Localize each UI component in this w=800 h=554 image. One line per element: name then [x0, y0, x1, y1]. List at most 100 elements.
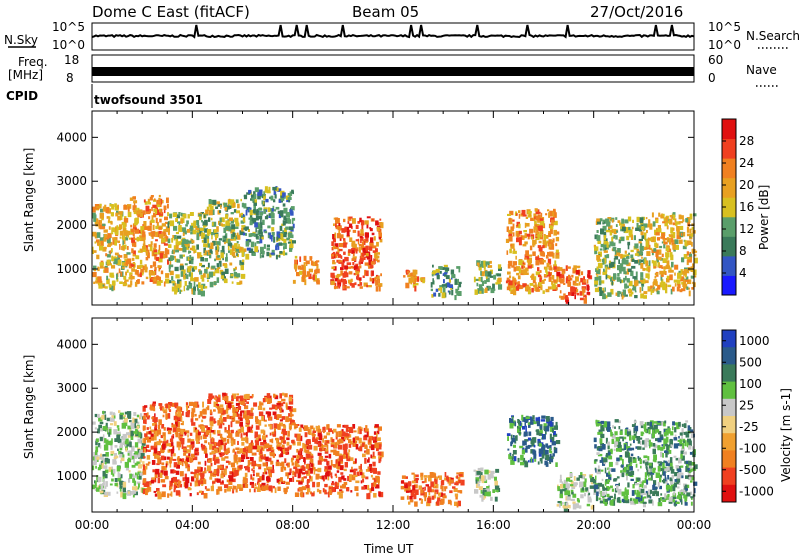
velocity-echo-cell — [340, 485, 342, 489]
velocity-echo-cell — [171, 402, 175, 407]
power-echo-cell — [641, 251, 644, 255]
power-echo-cell — [240, 276, 246, 279]
power-echo-cell — [150, 231, 155, 237]
power-echo-cell — [627, 216, 632, 222]
velocity-echo-cell — [323, 489, 326, 494]
power-echo-cell — [122, 227, 127, 232]
velocity-echo-cell — [177, 421, 180, 428]
power-echo-cell — [274, 194, 277, 199]
power-echo-cell — [657, 256, 662, 261]
velocity-echo-cell — [202, 434, 207, 440]
power-echo-cell — [232, 232, 236, 237]
power-echo-cell — [341, 262, 345, 268]
velocity-echo-cell — [230, 462, 235, 468]
power-echo-cell — [272, 205, 275, 210]
power-echo-cell — [145, 276, 149, 280]
power-echo-cell — [602, 293, 606, 300]
power-echo-cell — [171, 281, 176, 284]
power-echo-cell — [512, 276, 515, 282]
power-echo-cell — [128, 262, 131, 269]
velocity-echo-cell — [307, 466, 311, 472]
power-echo-cell — [372, 250, 377, 253]
power-echo-cell — [671, 239, 676, 243]
sky-left-bottom-tick: 10^0 — [52, 38, 85, 52]
power-echo-cell — [160, 270, 164, 275]
velocity-echo-cell — [427, 486, 432, 493]
power-echo-cell — [254, 246, 259, 253]
velocity-echo-cell — [473, 469, 476, 472]
velocity-echo-cell — [195, 427, 198, 431]
velocity-echo-cell — [541, 444, 546, 451]
power-echo-cell — [412, 273, 416, 279]
velocity-echo-cell — [229, 471, 234, 475]
power-echo-cell — [625, 255, 630, 259]
power-echo-cell — [290, 206, 295, 211]
velocity-echo-cell — [134, 425, 138, 429]
power-echo-cell — [231, 224, 236, 230]
velocity-echo-cell — [442, 495, 447, 499]
velocity-echo-cell — [458, 479, 462, 484]
power-echo-cell — [549, 251, 554, 257]
velocity-echo-cell — [664, 468, 668, 472]
power-echo-cell — [442, 287, 446, 294]
velocity-echo-cell — [283, 466, 287, 471]
power-echo-cell — [210, 232, 214, 236]
velocity-echo-cell — [318, 435, 323, 441]
power-echo-cell — [539, 218, 544, 221]
power-echo-cell — [141, 281, 145, 285]
velocity-echo-cell — [224, 430, 229, 433]
power-echo-cell — [215, 206, 219, 209]
power-echo-cell — [108, 226, 111, 230]
velocity-echo-cell — [207, 429, 212, 434]
power-echo-cell — [197, 289, 202, 295]
velocity-echo-cell — [167, 430, 172, 435]
velocity-echo-cell — [301, 472, 306, 475]
power-echo-cell — [559, 278, 564, 284]
velocity-echo-cell — [142, 415, 146, 420]
velocity-echo-cell — [214, 397, 217, 400]
velocity-echo-cell — [132, 490, 137, 494]
velocity-echo-cell — [154, 413, 156, 417]
velocity-echo-cell — [152, 452, 155, 456]
velocity-echo-cell — [299, 448, 301, 455]
velocity-echo-cell — [177, 485, 180, 488]
velocity-echo-cell — [332, 464, 335, 468]
velocity-echo-cell — [407, 487, 411, 491]
power-echo-cell — [638, 241, 642, 244]
power-echo-cell — [687, 287, 690, 290]
velocity-echo-cell — [475, 479, 478, 484]
power-echo-cell — [203, 228, 208, 233]
velocity-echo-cell — [197, 431, 201, 436]
power-echo-cell — [356, 266, 360, 272]
power-echo-cell — [365, 253, 369, 257]
velocity-echo-cell — [110, 450, 115, 455]
velocity-echo-cell — [193, 426, 197, 433]
power-echo-cell — [527, 211, 532, 214]
power-echo-cell — [151, 235, 154, 239]
power-echo-cell — [198, 216, 202, 221]
velocity-echo-cell — [338, 431, 343, 438]
velocity-echo-cell — [250, 474, 253, 480]
power-echo-cell — [166, 197, 169, 204]
velocity-echo-cell — [162, 407, 165, 412]
power-echo-cell — [477, 262, 480, 268]
velocity-echo-cell — [572, 503, 577, 510]
power-echo-cell — [206, 229, 212, 235]
velocity-echo-cell — [228, 486, 233, 489]
velocity-echo-cell — [533, 453, 537, 459]
velocity-echo-cell — [344, 432, 348, 437]
power-echo-cell — [279, 225, 283, 231]
power-echo-cell — [162, 254, 166, 259]
power-echo-cell — [527, 264, 532, 269]
velocity-echo-cell — [213, 401, 218, 407]
velocity-echo-cell — [172, 470, 177, 473]
power-echo-cell — [662, 258, 667, 263]
velocity-echo-cell — [142, 489, 146, 495]
power-echo-cell — [375, 286, 379, 292]
power-echo-cell — [211, 221, 217, 227]
power-echo-cell — [537, 274, 542, 278]
velocity-echo-cell — [286, 486, 289, 489]
velocity-echo-cell — [319, 447, 322, 452]
velocity-echo-cell — [154, 441, 157, 447]
velocity-echo-cell — [456, 472, 460, 475]
